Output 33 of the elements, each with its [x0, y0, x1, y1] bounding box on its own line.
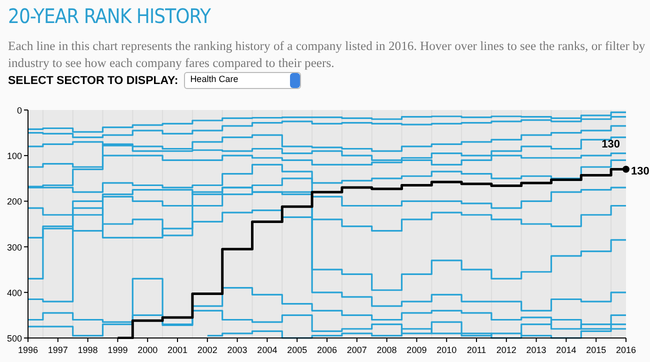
- x-tick-label: 2005: [287, 345, 308, 355]
- x-tick-label: 1999: [108, 345, 128, 355]
- x-tick-label: 2000: [138, 345, 158, 355]
- chart-subtitle: Each line in this chart represents the ranking history of a company listed in 2016. Hover over lines to see the ranks, or filter by industry to see how each company fares compared to their peers.: [8, 38, 646, 72]
- x-tick-label: 1998: [78, 345, 98, 355]
- text: Health Care: [184, 72, 302, 89]
- x-tick-label: 1997: [48, 345, 68, 355]
- data-label: 130: [631, 165, 650, 178]
- x-tick-label: 2001: [167, 345, 188, 355]
- text: SELECT SECTOR TO DISPLAY:: [8, 74, 178, 86]
- x-tick-label: 2016: [616, 345, 636, 355]
- y-tick-label: 100: [6, 151, 22, 162]
- x-tick-label: 2011: [466, 345, 486, 355]
- x-tick-label: 2013: [526, 345, 546, 355]
- y-tick-label: 500: [6, 334, 22, 344]
- x-tick-label: 1996: [18, 345, 38, 355]
- x-tick-label: 2014: [556, 345, 576, 355]
- y-tick-label: 200: [6, 196, 22, 207]
- annotation: 130: [602, 138, 620, 150]
- x-tick-label: 2008: [376, 345, 397, 355]
- x-tick-label: 2002: [197, 345, 218, 355]
- y-tick-label: 400: [6, 288, 22, 298]
- y-tick-label: 300: [6, 242, 22, 252]
- x-tick-label: 2010: [436, 345, 457, 355]
- y-tick-label: 0: [16, 106, 22, 116]
- x-tick-label: 2004: [257, 345, 278, 355]
- x-tick-label: 2007: [346, 345, 367, 355]
- x-tick-label: 2009: [406, 345, 427, 355]
- x-tick-label: 2012: [496, 345, 516, 355]
- chart-title: 20-YEAR RANK HISTORY: [8, 4, 210, 28]
- x-tick-label: 2003: [227, 345, 248, 355]
- x-tick-label: 2015: [586, 345, 606, 355]
- x-tick-label: 2006: [316, 345, 338, 355]
